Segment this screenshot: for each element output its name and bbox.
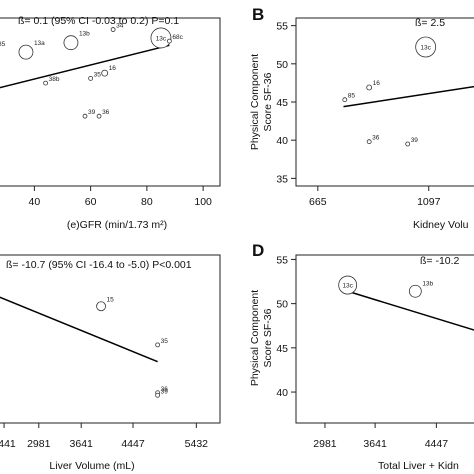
regression-line xyxy=(0,296,158,363)
y-tick-label: 45 xyxy=(276,97,288,109)
y-tick-label: 40 xyxy=(276,387,288,399)
y-tick-label: 55 xyxy=(276,254,288,266)
data-point xyxy=(63,35,79,51)
data-point xyxy=(155,342,161,348)
panel-b: B ß= 2.5 Physical Component Score SF-36 … xyxy=(249,5,474,231)
point-label: 36 xyxy=(161,386,169,393)
y-tick-label: 55 xyxy=(276,21,288,33)
plot-frame xyxy=(295,254,474,424)
data-point xyxy=(96,301,106,312)
data-point xyxy=(366,84,373,91)
stat-text: ß= 2.5 xyxy=(415,17,445,29)
x-tick-label: 2981 xyxy=(27,438,51,450)
point-label: 15 xyxy=(107,297,115,304)
plot-frame xyxy=(0,17,221,187)
data-point xyxy=(338,275,358,295)
point-label: 13a xyxy=(34,40,45,47)
point-label: 13c xyxy=(420,45,431,52)
panel-c: ß= -10.7 (95% CI -16.4 to -5.0) P<0.001 … xyxy=(0,254,221,472)
x-tick-label: 60 xyxy=(85,196,97,208)
x-tick-label: 5432 xyxy=(185,438,209,450)
panel-letter: D xyxy=(252,241,264,260)
x-tick-label: 80 xyxy=(141,196,153,208)
data-point xyxy=(18,44,34,60)
data-point xyxy=(82,113,88,119)
regression-line xyxy=(347,290,474,331)
data-point xyxy=(43,80,49,86)
plot-frame xyxy=(295,17,474,187)
x-axis-label: Total Liver + Kidn xyxy=(378,460,459,472)
x-tick-label: 1097 xyxy=(417,196,441,208)
point-label: 39 xyxy=(88,109,96,116)
data-point xyxy=(88,75,94,81)
x-tick-label: 2981 xyxy=(313,438,337,450)
data-point xyxy=(405,141,411,147)
x-tick-label: 2441 xyxy=(0,438,16,450)
point-label: 13c xyxy=(342,283,353,290)
data-point xyxy=(110,27,116,32)
x-tick-label: 3641 xyxy=(70,438,94,450)
data-point xyxy=(96,113,102,119)
panel-d: D ß= -10.2 Physical Component Score SF-3… xyxy=(249,241,474,472)
point-label: 85 xyxy=(348,93,356,100)
point-label: 13b xyxy=(422,280,433,287)
point-label: 36 xyxy=(102,109,110,116)
panel-a: ß= 0.1 (95% CI -0.03 to 0.2) P=0.1 (e)GF… xyxy=(0,15,221,231)
y-tick-label: 40 xyxy=(276,135,288,147)
x-tick-label: 100 xyxy=(194,196,212,208)
y-axis-label-line2: Score SF-36 xyxy=(262,72,274,131)
point-label: 16 xyxy=(373,80,381,87)
y-tick-label: 45 xyxy=(276,343,288,355)
point-label: 35 xyxy=(161,338,169,345)
point-label: 34 xyxy=(116,23,124,30)
y-tick-label: 35 xyxy=(276,173,288,185)
point-label: 38b xyxy=(49,76,60,83)
x-axis-label: Liver Volume (mL) xyxy=(49,460,134,472)
data-point xyxy=(408,284,422,298)
x-tick-label: 3641 xyxy=(363,438,387,450)
point-label: 68c xyxy=(172,34,183,41)
y-axis-label-line2: Score SF-36 xyxy=(262,308,274,367)
y-tick-label: 50 xyxy=(276,59,288,71)
x-axis-label: Kidney Volu xyxy=(413,219,469,231)
data-point xyxy=(155,392,161,398)
point-label: 39 xyxy=(411,137,419,144)
y-axis-label-line1: Physical Component xyxy=(249,290,261,386)
x-tick-label: 4447 xyxy=(121,438,145,450)
panel-letter: B xyxy=(252,5,264,24)
point-label: 85 xyxy=(0,41,6,48)
x-tick-label: 40 xyxy=(29,196,41,208)
stat-text: ß= 0.1 (95% CI -0.03 to 0.2) P=0.1 xyxy=(18,15,179,27)
plot-frame xyxy=(0,254,221,424)
data-point xyxy=(342,97,348,103)
regression-line xyxy=(343,85,474,108)
point-label: 16 xyxy=(109,65,117,72)
y-tick-label: 50 xyxy=(276,299,288,311)
point-label: 36 xyxy=(372,135,380,142)
y-axis-label-line1: Physical Component xyxy=(249,54,261,150)
point-label: 35 xyxy=(94,71,102,78)
x-tick-label: 665 xyxy=(309,196,327,208)
x-axis-label: (e)GFR (min/1.73 m²) xyxy=(67,219,167,231)
x-tick-label: 4447 xyxy=(425,438,449,450)
regression-line xyxy=(0,44,170,89)
stat-text: ß= -10.7 (95% CI -16.4 to -5.0) P<0.001 xyxy=(6,259,192,271)
data-point xyxy=(101,69,109,77)
point-label: 13b xyxy=(79,31,90,38)
stat-text: ß= -10.2 xyxy=(420,255,460,267)
data-point xyxy=(415,36,437,58)
data-point xyxy=(150,27,172,49)
point-label: 39 xyxy=(161,388,169,395)
data-point xyxy=(166,38,172,44)
data-point xyxy=(366,139,372,145)
point-label: 13c xyxy=(156,35,167,42)
